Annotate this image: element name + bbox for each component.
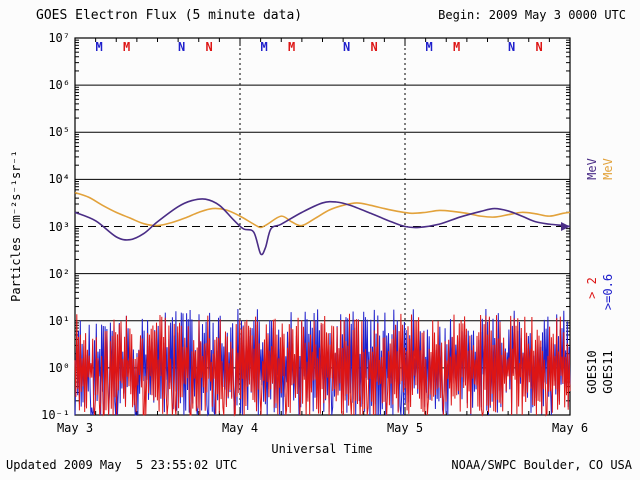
satellite-marker-letter: M <box>288 40 295 54</box>
goes10-e-0-6-mev-trace <box>74 198 571 256</box>
legend-energy-ge06: >=0.6 <box>601 273 615 311</box>
y-tick-label: 10⁰ <box>48 361 70 375</box>
satellite-marker-letter: N <box>370 40 377 54</box>
legend-sat-goes10: GOES10 <box>585 350 599 394</box>
satellite-marker-letter: M <box>453 40 460 54</box>
begin-timestamp: Begin: 2009 May 3 0000 UTC <box>438 8 626 22</box>
x-axis-title: Universal Time <box>271 442 373 456</box>
x-tick-label: May 4 <box>221 421 259 435</box>
chart-title: GOES Electron Flux (5 minute data) <box>36 8 303 23</box>
y-tick-label: 10¹ <box>48 314 70 328</box>
satellite-marker-letter: N <box>205 40 212 54</box>
y-tick-label: 10⁴ <box>48 172 70 186</box>
satellite-marker-letter: N <box>343 40 350 54</box>
satellite-marker-letter: M <box>95 40 102 54</box>
goes11-e-0-6-mev-trace <box>74 191 571 229</box>
satellite-marker-letter: N <box>508 40 515 54</box>
satellite-marker-letter: N <box>535 40 542 54</box>
legend-unit-goes10: MeV <box>585 158 599 180</box>
y-tick-label: 10² <box>48 267 70 281</box>
satellite-marker-letter: M <box>260 40 267 54</box>
legend-energy-gt2: > 2 <box>585 277 599 299</box>
satellite-marker-letter: M <box>425 40 432 54</box>
legend-unit-goes11: MeV <box>601 158 615 180</box>
y-tick-label: 10³ <box>48 220 70 234</box>
goes11-e-2-mev-trace <box>74 313 571 417</box>
x-tick-label: May 3 <box>56 421 94 435</box>
legend-sat-goes11: GOES11 <box>601 350 615 394</box>
y-tick-label: 10⁵ <box>48 125 70 139</box>
satellite-marker-letter: M <box>123 40 130 54</box>
updated-timestamp: Updated 2009 May 5 23:55:02 UTC <box>6 458 238 472</box>
y-tick-label: 10⁶ <box>48 78 70 92</box>
x-tick-label: May 5 <box>386 421 424 435</box>
satellite-marker-letter: N <box>178 40 185 54</box>
x-tick-label: May 6 <box>551 421 589 435</box>
y-tick-label: 10⁷ <box>48 31 70 45</box>
trace-end-arrow-icon <box>561 222 570 231</box>
y-tick-label: 10⁻¹ <box>41 408 70 422</box>
credit-text: NOAA/SWPC Boulder, CO USA <box>451 458 632 472</box>
